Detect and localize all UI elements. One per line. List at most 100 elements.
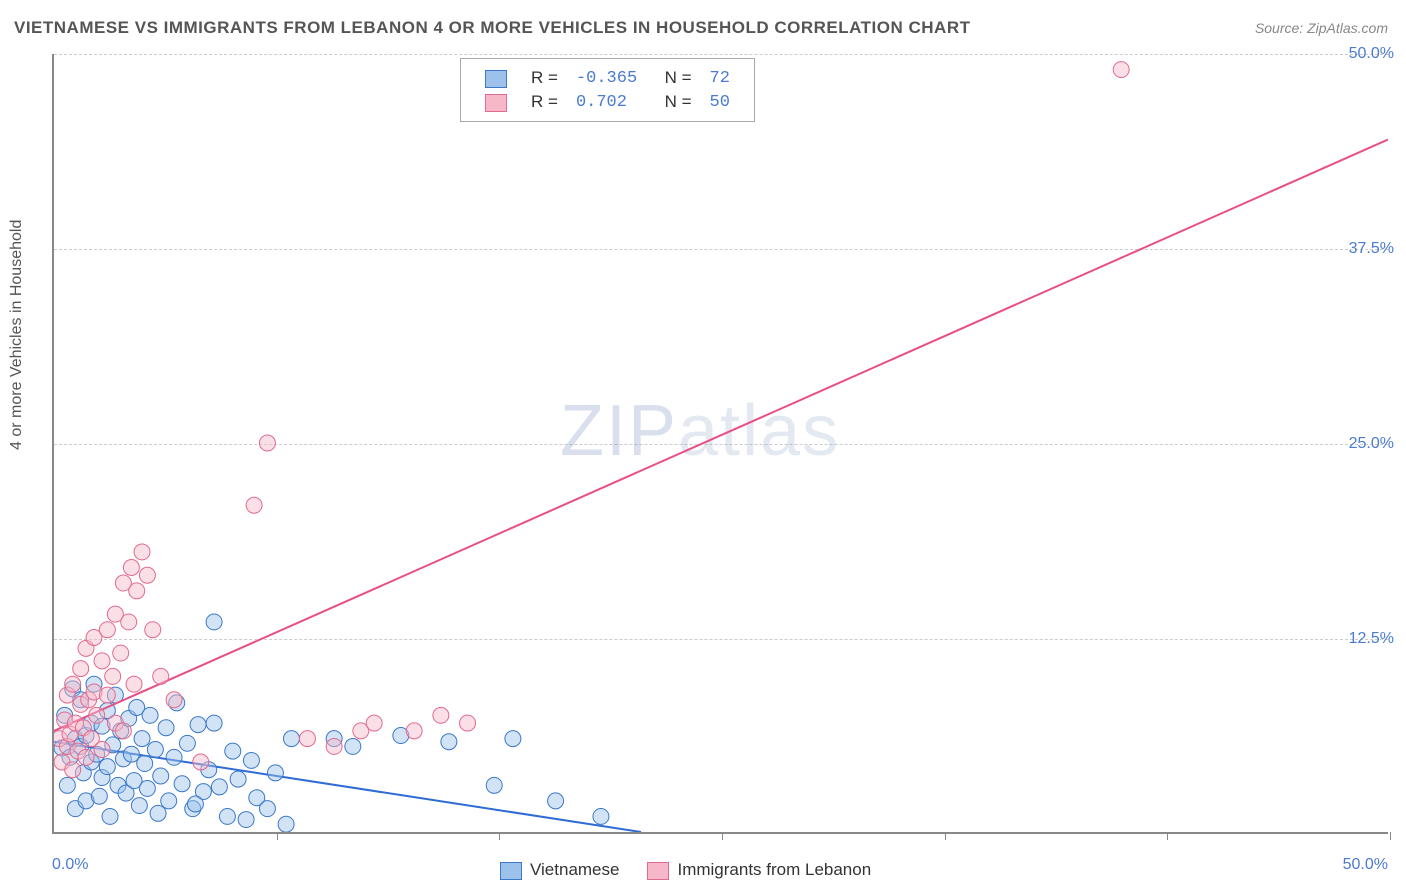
x-tick xyxy=(277,832,278,840)
x-tick xyxy=(722,832,723,840)
legend-r-value: -0.365 xyxy=(568,67,645,89)
legend-swatch xyxy=(485,70,507,88)
data-point xyxy=(505,731,521,747)
data-point xyxy=(134,544,150,560)
data-point xyxy=(78,749,94,765)
data-point xyxy=(278,816,294,832)
x-origin-label: 0.0% xyxy=(52,856,88,874)
data-point xyxy=(211,779,227,795)
data-point xyxy=(131,798,147,814)
data-point xyxy=(190,717,206,733)
data-point xyxy=(113,645,129,661)
data-point xyxy=(433,707,449,723)
x-tick xyxy=(945,832,946,840)
data-point xyxy=(145,622,161,638)
data-point xyxy=(73,661,89,677)
data-point xyxy=(115,723,131,739)
data-point xyxy=(326,738,342,754)
plot-area xyxy=(52,54,1388,834)
series-name: Vietnamese xyxy=(530,860,619,879)
data-point xyxy=(99,622,115,638)
data-point xyxy=(259,801,275,817)
data-point xyxy=(187,796,203,812)
data-point xyxy=(161,793,177,809)
chart-title: VIETNAMESE VS IMMIGRANTS FROM LEBANON 4 … xyxy=(14,18,971,38)
data-point xyxy=(299,731,315,747)
x-max-label: 50.0% xyxy=(1343,856,1388,874)
data-point xyxy=(147,742,163,758)
data-point xyxy=(206,614,222,630)
data-point xyxy=(139,780,155,796)
data-point xyxy=(99,759,115,775)
data-point xyxy=(126,676,142,692)
legend-swatch xyxy=(500,862,522,880)
data-point xyxy=(91,788,107,804)
legend-r-label: R = xyxy=(523,67,566,89)
x-tick xyxy=(1167,832,1168,840)
regression-line xyxy=(54,140,1388,731)
data-point xyxy=(150,805,166,821)
data-point xyxy=(134,731,150,747)
data-point xyxy=(129,583,145,599)
legend-swatch xyxy=(647,862,669,880)
data-point xyxy=(267,765,283,781)
data-point xyxy=(166,749,182,765)
data-point xyxy=(158,720,174,736)
data-point xyxy=(486,777,502,793)
x-tick xyxy=(1390,832,1391,840)
data-point xyxy=(460,715,476,731)
data-point xyxy=(153,668,169,684)
data-point xyxy=(1113,62,1129,78)
data-point xyxy=(137,756,153,772)
legend-n-value: 50 xyxy=(702,91,738,113)
data-point xyxy=(121,614,137,630)
legend-swatch xyxy=(485,94,507,112)
data-point xyxy=(219,808,235,824)
data-point xyxy=(283,731,299,747)
data-point xyxy=(406,723,422,739)
legend-n-value: 72 xyxy=(702,67,738,89)
x-tick xyxy=(499,832,500,840)
data-point xyxy=(123,560,139,576)
scatter-plot-svg xyxy=(54,54,1388,832)
data-point xyxy=(345,738,361,754)
data-point xyxy=(142,707,158,723)
data-point xyxy=(123,746,139,762)
legend-n-label: N = xyxy=(647,67,699,89)
series-legend-item: Immigrants from Lebanon xyxy=(647,860,871,880)
data-point xyxy=(230,771,246,787)
data-point xyxy=(206,715,222,731)
legend-r-value: 0.702 xyxy=(568,91,645,113)
data-point xyxy=(243,752,259,768)
correlation-table: R =-0.365 N =72R =0.702 N =50 xyxy=(475,65,740,115)
series-name: Immigrants from Lebanon xyxy=(677,860,871,879)
data-point xyxy=(259,435,275,451)
data-point xyxy=(238,812,254,828)
data-point xyxy=(174,776,190,792)
legend-n-label: N = xyxy=(647,91,699,113)
data-point xyxy=(225,743,241,759)
data-point xyxy=(94,653,110,669)
data-point xyxy=(102,808,118,824)
data-point xyxy=(246,497,262,513)
y-axis-label: 4 or more Vehicles in Household xyxy=(8,220,26,450)
data-point xyxy=(193,754,209,770)
source-attribution: Source: ZipAtlas.com xyxy=(1255,20,1388,36)
data-point xyxy=(65,762,81,778)
data-point xyxy=(548,793,564,809)
correlation-legend: R =-0.365 N =72R =0.702 N =50 xyxy=(460,58,755,122)
data-point xyxy=(366,715,382,731)
data-point xyxy=(166,692,182,708)
data-point xyxy=(441,734,457,750)
data-point xyxy=(153,768,169,784)
data-point xyxy=(139,567,155,583)
legend-r-label: R = xyxy=(523,91,566,113)
legend-row: R =0.702 N =50 xyxy=(477,91,738,113)
data-point xyxy=(94,742,110,758)
data-point xyxy=(99,687,115,703)
data-point xyxy=(179,735,195,751)
data-point xyxy=(59,777,75,793)
data-point xyxy=(593,808,609,824)
legend-row: R =-0.365 N =72 xyxy=(477,67,738,89)
data-point xyxy=(89,707,105,723)
